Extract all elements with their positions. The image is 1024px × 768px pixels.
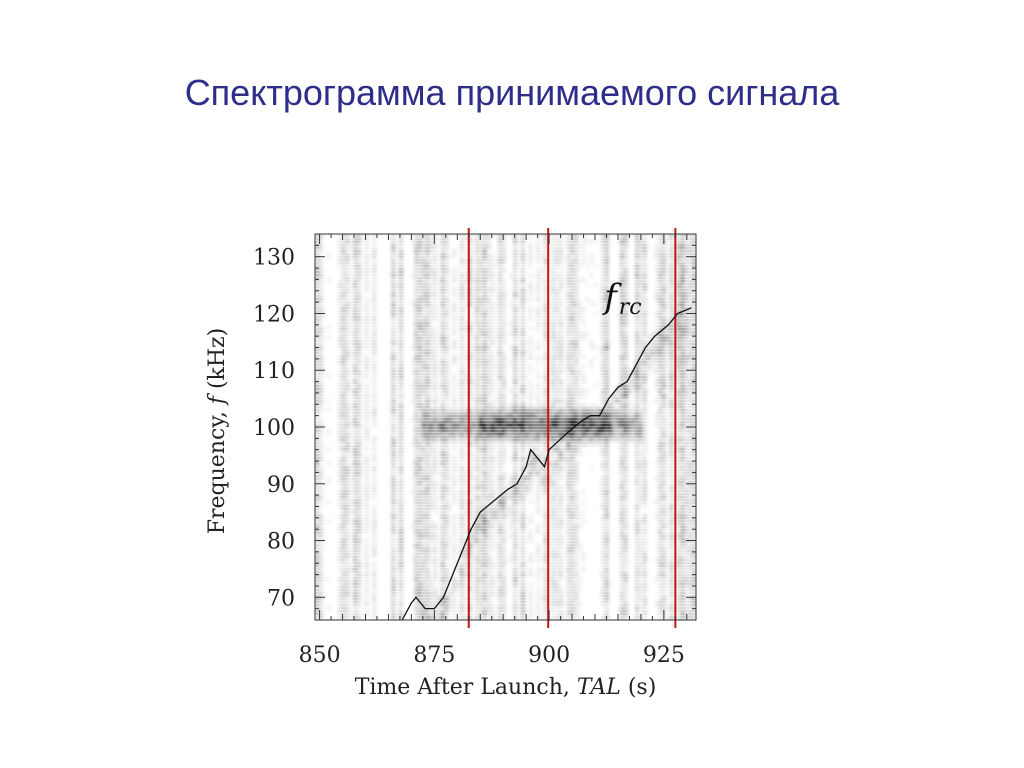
marker-lines xyxy=(467,228,677,628)
y-tick-label-70: 70 xyxy=(267,586,295,611)
y-axis-label: Frequency, f (kHz) xyxy=(205,328,230,535)
x-tick-label-875: 875 xyxy=(413,643,455,668)
y-tick-label-130: 130 xyxy=(253,246,295,271)
spectrogram-heatmap xyxy=(315,234,696,620)
y-tick-label-120: 120 xyxy=(253,302,295,327)
y-tick-label-100: 100 xyxy=(253,416,295,441)
axis-labels: Time After Launch, TAL (s) Frequency, f (… xyxy=(205,328,656,700)
y-tick-label-80: 80 xyxy=(267,530,295,555)
x-tick-label-925: 925 xyxy=(643,643,685,668)
y-tick-label-90: 90 xyxy=(267,473,295,498)
x-tick-label-850: 850 xyxy=(299,643,341,668)
axis-ticks: 850 875 900 925 70 80 90 100 110 120 130 xyxy=(253,233,696,668)
x-axis-label: Time After Launch, TAL (s) xyxy=(355,675,657,700)
frc-curve xyxy=(401,307,692,621)
x-tick-label-900: 900 xyxy=(528,643,570,668)
heatmap-stripes xyxy=(315,234,696,620)
y-tick-label-110: 110 xyxy=(253,359,295,384)
slide-title: Спектрограмма принимаемого сигнала xyxy=(184,72,840,113)
